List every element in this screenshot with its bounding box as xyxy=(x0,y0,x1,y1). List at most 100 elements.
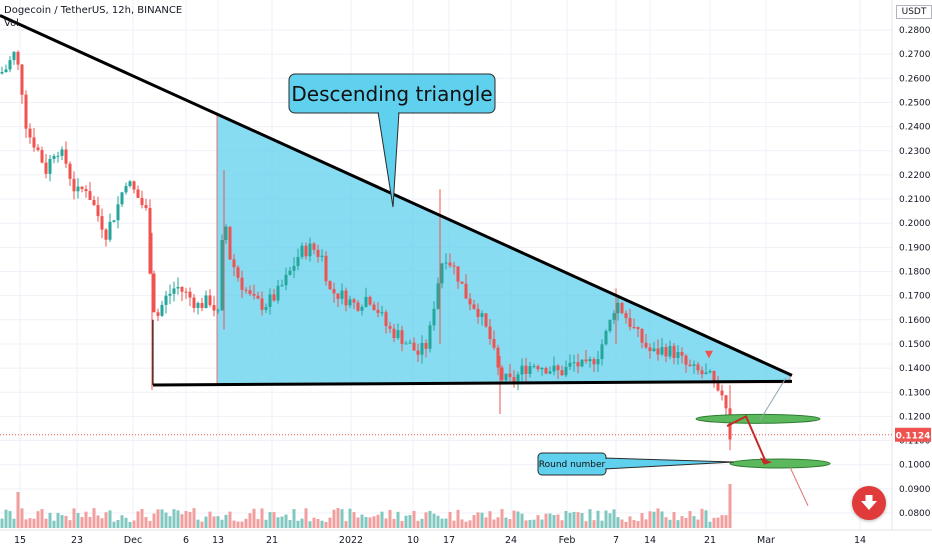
volume-bar xyxy=(408,515,412,528)
volume-bar xyxy=(472,515,476,528)
currency-label: USDT xyxy=(896,5,932,19)
current-price-box xyxy=(895,427,931,442)
volume-bar xyxy=(584,521,588,528)
time-axis-bg xyxy=(0,530,932,550)
y-tick-label: 0.2300 xyxy=(899,147,931,157)
volume-bar xyxy=(68,520,72,528)
candle-body xyxy=(340,290,344,299)
volume-bar xyxy=(324,521,328,528)
volume-bar xyxy=(8,511,12,528)
candle-body xyxy=(308,243,312,257)
volume-bar xyxy=(304,508,308,528)
candle-body xyxy=(572,362,576,364)
candle-body xyxy=(496,347,500,368)
volume-bar xyxy=(488,511,492,528)
candle-body xyxy=(356,302,360,311)
volume-bar xyxy=(644,519,648,528)
volume-bar xyxy=(268,512,272,528)
candle-body xyxy=(692,364,696,366)
volume-bar xyxy=(84,511,88,528)
x-tick-label: 13 xyxy=(212,535,224,546)
x-tick-label: 21 xyxy=(266,535,278,546)
candle-body xyxy=(116,204,120,221)
candle-body xyxy=(52,156,56,159)
alt-up-arrow xyxy=(759,377,787,421)
volume-bar xyxy=(716,517,720,528)
candle-body xyxy=(108,221,112,240)
volume-bar xyxy=(512,510,516,528)
candle-body xyxy=(252,293,256,296)
volume-bar xyxy=(680,516,684,528)
candle-body xyxy=(180,286,184,292)
candle-body xyxy=(596,359,600,365)
candle-body xyxy=(320,255,324,257)
candle-body xyxy=(292,266,296,271)
volume-bar xyxy=(44,518,48,528)
y-tick-label: 0.1600 xyxy=(899,316,931,326)
candle-body xyxy=(708,370,712,373)
down-arrow-button[interactable] xyxy=(852,486,886,520)
candle-body xyxy=(604,330,608,345)
volume-bar xyxy=(364,517,368,528)
candle-body xyxy=(504,373,508,381)
volume-bar xyxy=(24,519,28,528)
volume-bar xyxy=(508,519,512,528)
volume-bar xyxy=(120,515,124,528)
volume-bar xyxy=(564,510,568,528)
projection-arrowhead xyxy=(760,457,772,465)
volume-bar xyxy=(192,508,196,528)
x-tick-label: 10 xyxy=(407,535,419,546)
volume-bar xyxy=(452,520,456,528)
y-tick-label: 0.1200 xyxy=(899,412,931,422)
candle-body xyxy=(28,128,32,138)
x-tick-label: Feb xyxy=(559,535,576,546)
volume-bar xyxy=(612,509,616,528)
volume-bar xyxy=(276,517,280,528)
candle-body xyxy=(484,313,488,327)
volume-bar xyxy=(332,509,336,528)
volume-bar xyxy=(460,519,464,528)
candle-body xyxy=(412,342,416,351)
support-line xyxy=(152,379,793,387)
candle-body xyxy=(348,299,352,306)
volume-bar xyxy=(372,516,376,528)
volume-bar xyxy=(652,511,656,528)
candle-body xyxy=(68,163,72,179)
volume-bar xyxy=(340,509,344,528)
volume-bar xyxy=(384,518,388,528)
candle-body xyxy=(84,189,88,192)
candle-body xyxy=(668,345,672,357)
volume-bar xyxy=(520,513,524,528)
volume-bar xyxy=(156,509,160,528)
volume-bar xyxy=(72,508,76,528)
volume-bar xyxy=(548,513,552,528)
volume-bar xyxy=(544,513,548,528)
candle-body xyxy=(164,295,168,305)
volume-bar xyxy=(608,513,612,528)
volume-bar xyxy=(312,517,316,528)
volume-bar xyxy=(664,517,668,528)
volume-bar xyxy=(724,515,728,528)
volume-bar xyxy=(692,516,696,528)
volume-bar xyxy=(572,511,576,528)
candle-body xyxy=(556,365,560,371)
candle-body xyxy=(312,243,316,250)
candle-body xyxy=(436,283,440,309)
candle-body xyxy=(672,345,676,359)
volume-bar xyxy=(188,511,192,528)
candle-body xyxy=(64,149,68,164)
volume-bar xyxy=(260,508,264,528)
candle-body xyxy=(168,293,172,296)
candle-body xyxy=(476,308,480,317)
volume-bar xyxy=(300,518,304,528)
volume-bar xyxy=(348,508,352,528)
volume-bar xyxy=(576,512,580,528)
candle-body xyxy=(500,367,504,381)
volume-bar xyxy=(184,511,188,528)
candle-body xyxy=(232,259,236,268)
volume-bar xyxy=(440,518,444,528)
volume-bar xyxy=(132,520,136,528)
volume-bar xyxy=(668,519,672,528)
pattern-label: Descending triangle xyxy=(291,82,492,106)
